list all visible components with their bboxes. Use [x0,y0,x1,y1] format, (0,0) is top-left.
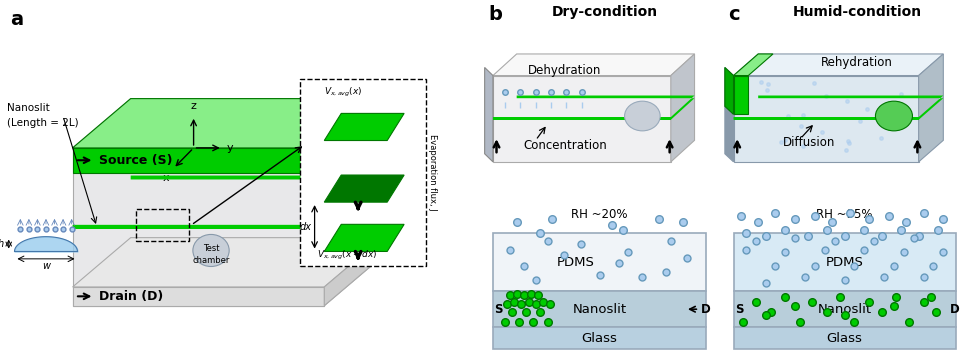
Text: Rehydration: Rehydration [821,55,892,69]
Polygon shape [324,99,382,173]
Bar [734,233,955,291]
Bar [493,291,707,327]
Text: w: w [42,261,50,271]
Text: D: D [950,303,959,316]
Text: Dry-condition: Dry-condition [552,5,657,20]
Text: Drain (D): Drain (D) [100,290,164,303]
Text: D: D [701,303,711,316]
Polygon shape [324,113,405,141]
Polygon shape [73,148,324,306]
Text: Test: Test [202,244,220,252]
Polygon shape [73,175,382,229]
Ellipse shape [624,101,660,131]
Text: c: c [729,5,741,24]
Text: b: b [488,5,502,24]
Polygon shape [324,175,405,202]
Bar [734,327,955,349]
Polygon shape [734,95,943,120]
Text: PDMS: PDMS [826,256,863,268]
Ellipse shape [875,101,913,131]
Text: y: y [227,143,233,153]
Text: Diffusion: Diffusion [783,136,835,149]
Text: Glass: Glass [827,332,862,345]
Polygon shape [671,54,695,162]
Text: chamber: chamber [193,256,229,265]
Text: Glass: Glass [582,332,618,345]
Text: Evaporation flux, J: Evaporation flux, J [429,134,438,211]
Text: Concentration: Concentration [524,139,608,152]
Polygon shape [734,54,943,76]
Polygon shape [73,225,324,229]
Bar [734,291,955,327]
Text: (Length = 2L): (Length = 2L) [8,118,78,128]
Polygon shape [493,117,671,120]
Polygon shape [73,99,382,148]
Text: Nanoslit: Nanoslit [818,303,871,316]
Bar [136,209,189,241]
Text: S: S [494,303,502,316]
Text: dx: dx [300,222,312,232]
Polygon shape [73,287,324,306]
Text: h: h [0,239,4,249]
Polygon shape [734,76,748,114]
Polygon shape [734,76,919,162]
Text: $V_{x,avg}(x)$: $V_{x,avg}(x)$ [324,86,363,99]
Polygon shape [734,54,773,76]
Text: PDMS: PDMS [557,256,595,268]
Polygon shape [73,99,382,148]
Text: x: x [163,173,169,182]
Polygon shape [324,99,382,306]
Polygon shape [324,224,405,251]
Polygon shape [73,237,382,287]
Bar [493,233,707,291]
Polygon shape [73,148,324,173]
Polygon shape [919,54,943,162]
Text: Nanoslit: Nanoslit [573,303,626,316]
Text: Humid-condition: Humid-condition [793,5,922,20]
Text: RH ~95%: RH ~95% [816,208,873,221]
Text: Source (S): Source (S) [100,154,172,167]
Bar [493,327,707,349]
Polygon shape [493,54,695,76]
Text: Dehydration: Dehydration [528,64,601,77]
Text: RH ~20%: RH ~20% [571,208,628,221]
Ellipse shape [193,234,229,267]
Polygon shape [725,67,734,162]
Text: Nanoslit: Nanoslit [8,103,50,114]
Polygon shape [493,95,695,120]
Text: $V_{x,avg}(x+dx)$: $V_{x,avg}(x+dx)$ [318,249,378,262]
Text: a: a [10,10,23,29]
Bar [300,79,426,266]
Polygon shape [725,67,734,114]
Polygon shape [485,67,493,162]
Text: z: z [191,101,197,111]
Polygon shape [493,76,671,162]
Text: S: S [735,303,743,316]
Polygon shape [324,237,382,306]
Polygon shape [734,117,919,120]
